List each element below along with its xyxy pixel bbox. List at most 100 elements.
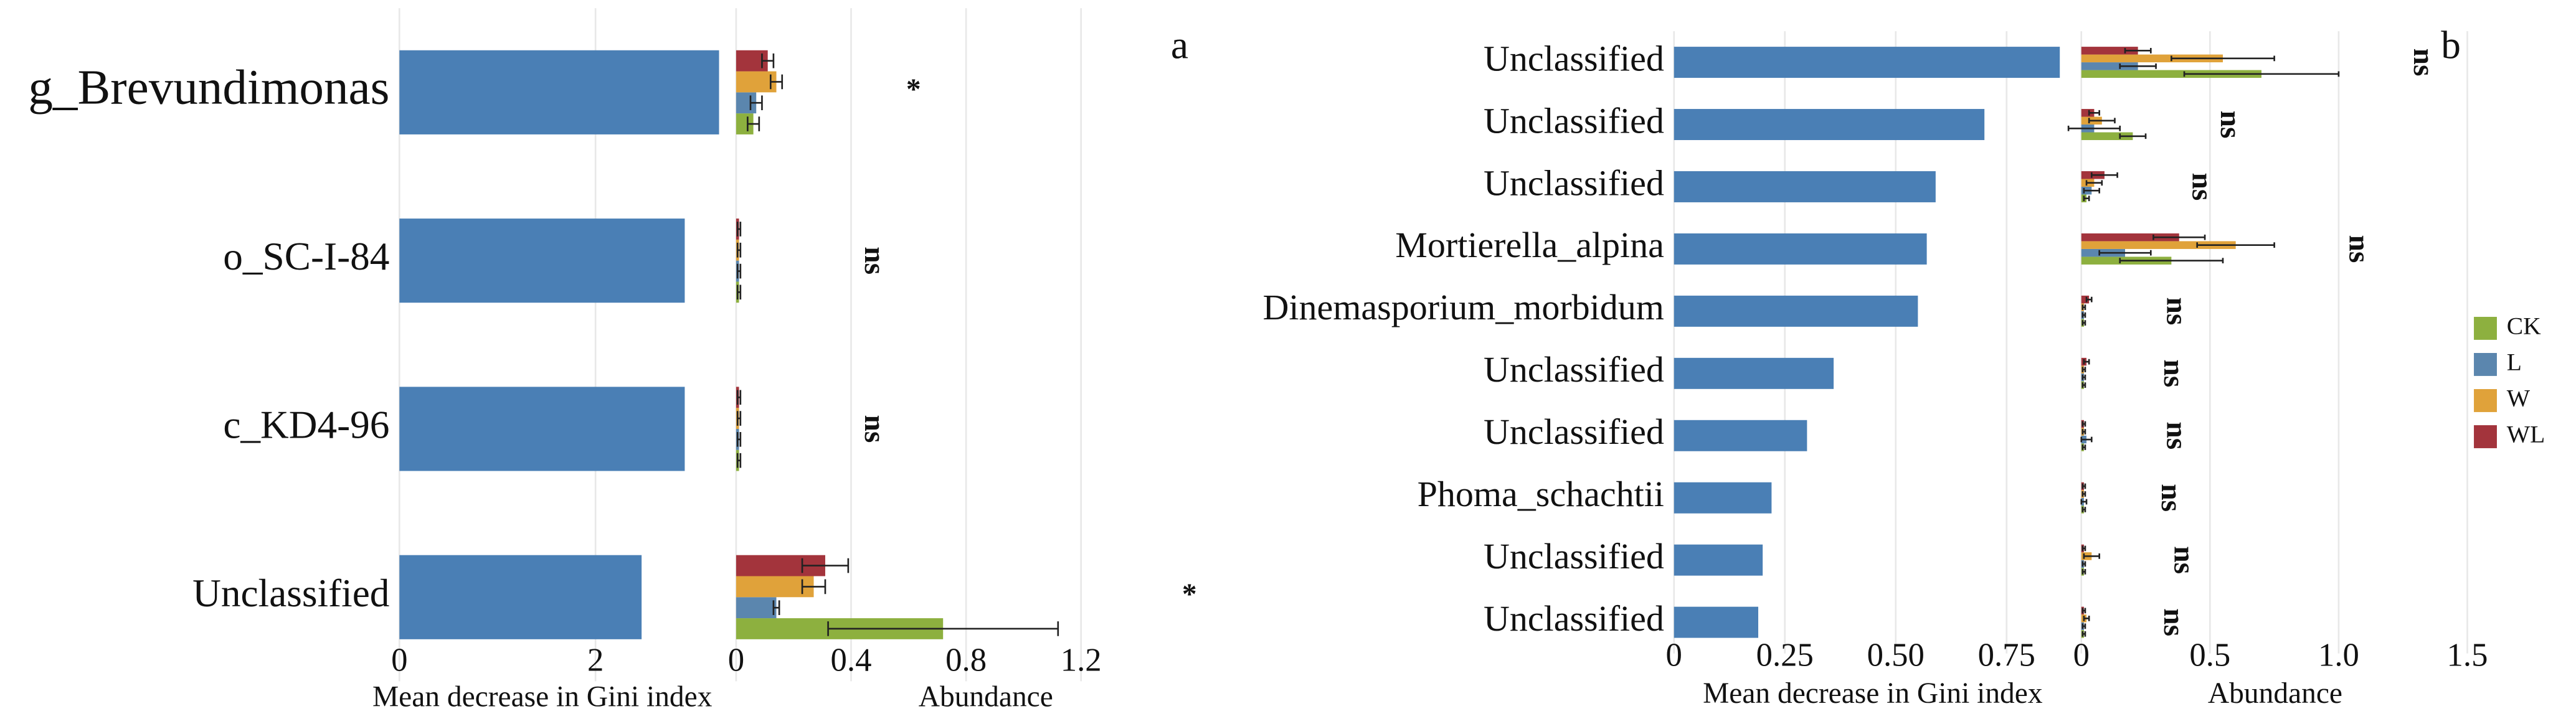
- error-bar: [2083, 616, 2090, 621]
- error-bar: [2124, 47, 2152, 54]
- error-bar: [827, 621, 1059, 636]
- error-bar: [2085, 180, 2103, 186]
- significance-label: ns: [2160, 421, 2192, 449]
- x-tick-label: 2: [587, 642, 604, 679]
- category-label: Unclassified: [1484, 598, 1664, 639]
- error-bar: [2090, 172, 2118, 178]
- bar: [1674, 233, 1927, 265]
- error-bar: [2081, 382, 2086, 388]
- error-bar: [2081, 561, 2086, 567]
- x-tick-label: 0.8: [945, 642, 987, 679]
- significance-label: ns: [2343, 235, 2375, 263]
- error-bar: [749, 95, 763, 111]
- error-bar: [2081, 507, 2086, 512]
- error-bar: [2083, 359, 2090, 365]
- legend-swatch: [2474, 389, 2497, 412]
- error-bar: [2081, 320, 2086, 326]
- x-axis-title: Mean decrease in Gini index: [372, 680, 713, 713]
- error-bar: [2083, 195, 2090, 202]
- error-bar: [2196, 242, 2275, 248]
- x-tick-label: 0: [1666, 637, 1682, 674]
- x-tick-label: 0.50: [1867, 637, 1925, 674]
- bar: [1674, 295, 1918, 327]
- error-bar: [2119, 258, 2224, 264]
- significance-label: ns: [2155, 484, 2187, 512]
- bar: [399, 387, 685, 471]
- significance-label: ns: [2160, 297, 2192, 325]
- category-label: Unclassified: [192, 571, 389, 615]
- error-bar: [2088, 118, 2116, 124]
- error-bar: [2081, 374, 2086, 380]
- category-label: Mortierella_alpina: [1395, 225, 1664, 265]
- error-bar: [2088, 110, 2101, 116]
- bar: [1674, 47, 2060, 78]
- error-bar: [2081, 569, 2086, 575]
- error-bar: [2083, 187, 2101, 194]
- abundance-bar: [736, 597, 777, 619]
- category-label: Unclassified: [1484, 38, 1664, 78]
- error-bar: [769, 74, 784, 90]
- significance-label: ns: [858, 415, 891, 443]
- bar: [399, 555, 642, 639]
- error-bar: [2080, 499, 2088, 505]
- abundance-bar: [2081, 62, 2138, 70]
- x-tick-label: 0: [2073, 637, 2090, 674]
- error-bar: [2119, 63, 2157, 69]
- error-bar: [2081, 545, 2086, 552]
- bar: [1674, 482, 1772, 514]
- error-bar: [801, 579, 826, 595]
- significance-label: *: [1182, 578, 1197, 611]
- x-axis-title: Abundance: [2208, 677, 2342, 710]
- bar: [1674, 357, 1834, 389]
- error-bar: [736, 284, 742, 300]
- error-bar: [2081, 421, 2086, 427]
- bar: [399, 50, 719, 134]
- error-bar: [2081, 312, 2086, 318]
- x-tick-label: 0: [728, 642, 744, 679]
- error-bar: [2081, 491, 2086, 497]
- legend-swatch: [2474, 352, 2497, 376]
- error-bar: [2152, 234, 2206, 240]
- x-tick-label: 0.75: [1978, 637, 2035, 674]
- category-label: Unclassified: [1484, 349, 1664, 390]
- category-label: Phoma_schachtii: [1418, 474, 1664, 514]
- error-bar: [736, 411, 742, 426]
- x-tick-label: 1.5: [2447, 637, 2488, 674]
- error-bar: [2081, 367, 2086, 372]
- bar: [1674, 544, 1763, 576]
- error-bar: [2081, 631, 2086, 637]
- error-bar: [736, 242, 742, 258]
- bar: [399, 219, 685, 303]
- abundance-bar: [2081, 233, 2179, 242]
- panel-label: a: [1171, 24, 1188, 67]
- error-bar: [761, 53, 775, 68]
- x-tick-label: 1.2: [1061, 642, 1102, 679]
- significance-label: ns: [2157, 608, 2190, 636]
- error-bar: [2081, 483, 2086, 489]
- significance-label: ns: [858, 247, 891, 275]
- x-tick-label: 0: [391, 642, 407, 679]
- legend-swatch: [2474, 425, 2497, 448]
- legend-label: WL: [2507, 421, 2545, 448]
- category-label: Unclassified: [1484, 411, 1664, 452]
- error-bar: [736, 222, 742, 237]
- abundance-bar: [2081, 70, 2261, 78]
- significance-label: ns: [2168, 546, 2200, 574]
- error-bar: [2119, 133, 2147, 139]
- error-bar: [2171, 55, 2275, 62]
- abundance-bar: [736, 576, 814, 598]
- x-axis-title: Abundance: [919, 680, 1053, 713]
- error-bar: [2067, 125, 2121, 131]
- abundance-bar: [2081, 54, 2223, 63]
- x-tick-label: 0.4: [831, 642, 872, 679]
- error-bar: [736, 432, 742, 447]
- bar: [1674, 109, 1985, 141]
- legend-swatch: [2474, 316, 2497, 340]
- error-bar: [2183, 71, 2340, 77]
- x-tick-label: 0.5: [2189, 637, 2230, 674]
- category-label: Dinemasporium_morbidum: [1263, 287, 1664, 327]
- bar: [1674, 606, 1759, 638]
- error-bar: [2081, 608, 2086, 614]
- error-bar: [2081, 444, 2086, 450]
